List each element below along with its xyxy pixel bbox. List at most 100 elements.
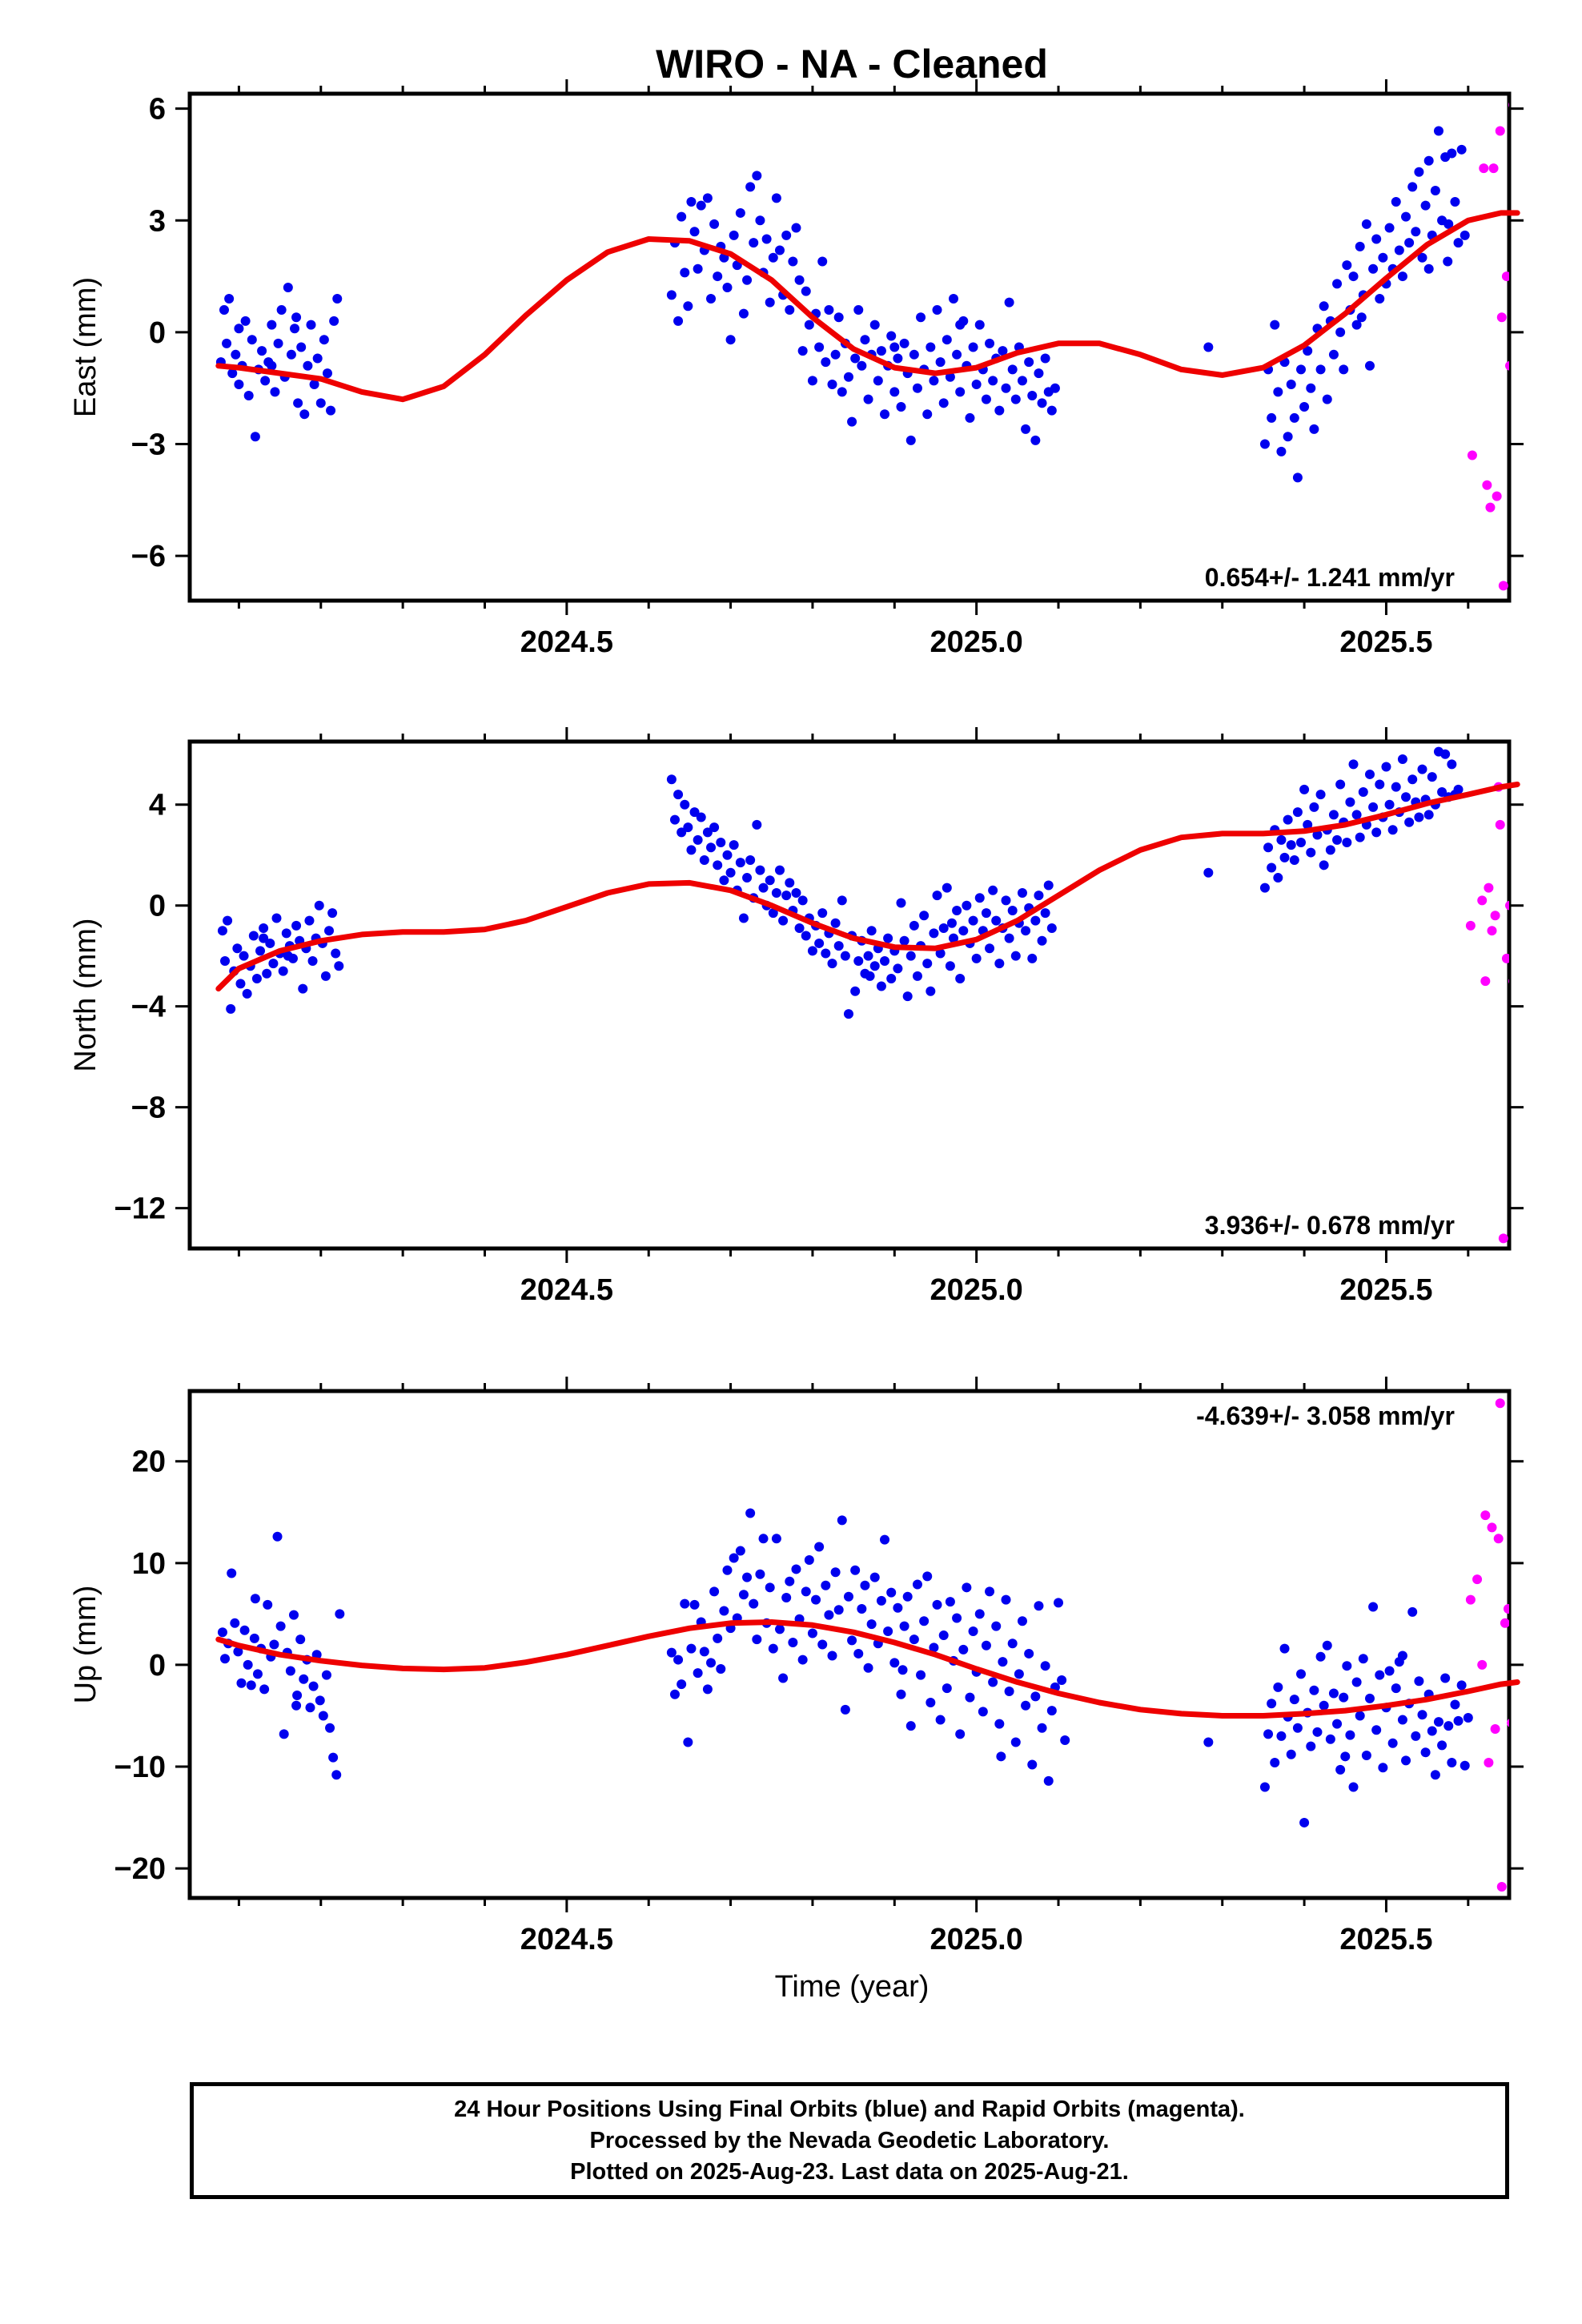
final-orbit-point: [1017, 376, 1027, 386]
final-orbit-point: [847, 1635, 857, 1646]
final-orbit-point: [735, 858, 745, 868]
final-orbit-point: [239, 1625, 250, 1635]
final-orbit-point: [683, 822, 693, 833]
rapid-orbit-point: [1495, 1398, 1505, 1409]
final-orbit-point: [905, 1721, 916, 1731]
final-orbit-point: [686, 845, 697, 855]
final-orbit-point: [1292, 472, 1303, 483]
final-orbit-point: [1021, 424, 1031, 434]
final-orbit-point: [331, 1770, 342, 1780]
final-orbit-point: [938, 398, 949, 408]
x-tick-label: 2025.5: [1339, 625, 1432, 659]
final-orbit-point: [994, 1719, 1005, 1729]
final-orbit-point: [932, 1599, 942, 1610]
final-orbit-point: [324, 926, 335, 936]
final-orbit-point: [1309, 1685, 1319, 1695]
final-orbit-point: [837, 1515, 847, 1526]
final-orbit-point: [716, 837, 726, 847]
final-orbit-point: [220, 955, 231, 966]
rapid-orbit-point: [1492, 491, 1502, 501]
rapid-orbit-point: [1482, 480, 1492, 490]
final-orbit-point: [702, 827, 713, 838]
final-orbit-point: [328, 1752, 339, 1763]
final-orbit-point: [1306, 847, 1316, 858]
final-orbit-point: [1417, 1710, 1427, 1720]
final-orbit-point: [1004, 1686, 1014, 1696]
final-orbit-point: [309, 380, 319, 390]
final-orbit-point: [771, 193, 781, 203]
final-orbit-point: [230, 1618, 240, 1628]
y-tick-label: −4: [131, 991, 166, 1024]
final-orbit-point: [1007, 364, 1018, 375]
final-orbit-point: [1030, 435, 1041, 445]
final-orbit-point: [292, 1691, 303, 1701]
final-orbit-point: [926, 986, 936, 996]
final-orbit-point: [1286, 840, 1296, 850]
final-orbit-point: [942, 883, 952, 893]
final-orbit-point: [1319, 1700, 1329, 1711]
final-orbit-point: [1378, 1763, 1388, 1773]
final-orbit-point: [1339, 1692, 1349, 1703]
final-orbit-point: [843, 1591, 853, 1602]
final-orbit-point: [965, 1692, 975, 1703]
final-orbit-point: [232, 943, 243, 954]
final-orbit-point: [673, 790, 684, 800]
final-orbit-point: [295, 1634, 306, 1645]
final-orbit-point: [807, 946, 817, 956]
final-orbit-point: [935, 1715, 946, 1725]
final-orbit-point: [948, 293, 958, 304]
final-orbit-point: [893, 1602, 903, 1613]
plot-area: [215, 102, 1509, 591]
final-orbit-point: [334, 961, 344, 971]
rapid-orbit-point: [1480, 976, 1491, 987]
final-orbit-point: [1443, 1721, 1454, 1731]
final-orbit-point: [686, 1643, 697, 1654]
final-orbit-point: [1364, 769, 1375, 779]
final-orbit-point: [719, 875, 729, 886]
final-orbit-point: [886, 1587, 897, 1598]
final-orbit-point: [1397, 1715, 1407, 1725]
final-orbit-point: [1040, 1661, 1050, 1671]
final-orbit-point: [817, 256, 828, 267]
final-orbit-point: [331, 948, 341, 959]
final-orbit-point: [1332, 1719, 1343, 1729]
final-orbit-point: [998, 346, 1008, 356]
final-orbit-point: [315, 1695, 325, 1706]
final-orbit-point: [699, 855, 709, 866]
y-tick-label: 4: [149, 789, 166, 822]
rapid-orbit-point: [1496, 1882, 1507, 1892]
final-orbit-point: [1356, 312, 1367, 323]
final-orbit-point: [958, 1644, 969, 1655]
rapid-orbit-point: [1500, 1618, 1509, 1628]
final-orbit-point: [774, 245, 785, 255]
final-orbit-point: [1007, 1638, 1018, 1649]
final-orbit-point: [293, 398, 303, 408]
final-orbit-point: [1443, 219, 1454, 229]
final-orbit-point: [235, 979, 246, 989]
final-orbit-point: [962, 1582, 972, 1593]
final-orbit-point: [791, 887, 801, 898]
final-orbit-point: [1348, 759, 1359, 770]
final-orbit-point: [1340, 1751, 1351, 1762]
final-orbit-point: [952, 906, 962, 915]
panel-up: 2024.5 2025.0 2025.5 20 10 0 −10 −20 Up (mm) -4.6…: [69, 1377, 1524, 1956]
final-orbit-point: [1315, 364, 1326, 375]
final-orbit-point: [1364, 360, 1375, 371]
final-orbit-point: [919, 1616, 930, 1626]
rapid-orbit-point: [1487, 1522, 1497, 1533]
final-orbit-point: [742, 1572, 753, 1582]
final-orbit-point: [296, 342, 307, 352]
rapid-orbit-point: [1505, 360, 1509, 371]
rapid-orbit-point: [1484, 883, 1494, 893]
rapid-orbit-point: [1496, 312, 1507, 323]
final-orbit-point: [801, 931, 811, 941]
final-orbit-point: [283, 283, 293, 293]
final-orbit-point: [801, 1586, 811, 1597]
final-orbit-point: [305, 1703, 315, 1713]
final-orbit-point: [1433, 1717, 1443, 1727]
final-orbit-point: [1276, 834, 1287, 845]
final-orbit-point: [1283, 432, 1293, 442]
final-orbit-point: [1273, 1682, 1283, 1692]
final-orbit-point: [843, 372, 853, 382]
final-orbit-point: [1450, 196, 1460, 207]
